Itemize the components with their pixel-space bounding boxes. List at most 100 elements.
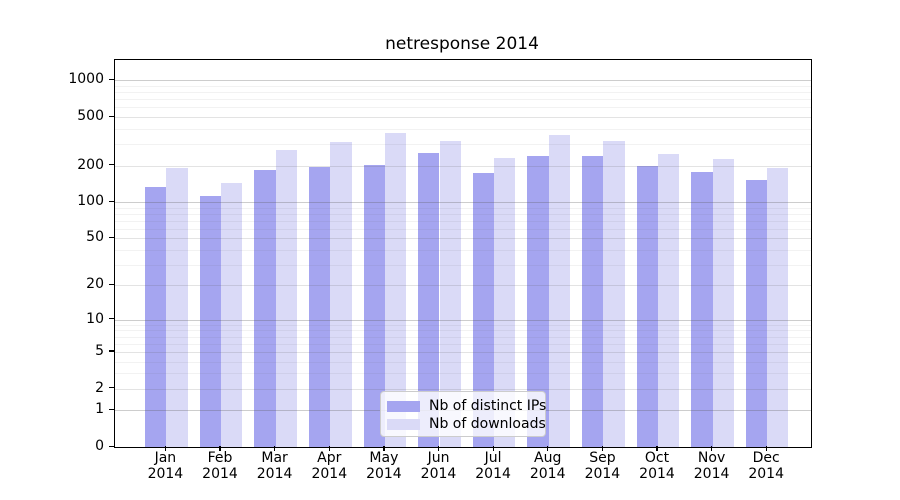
bar-jan-distinct-ips [145,186,167,447]
y-tick-label-100: 100 [77,193,104,210]
y-gridline-7 [115,336,811,338]
bar-oct-downloads [658,153,680,447]
y-tick-label-10: 10 [86,310,104,327]
x-tick-label-apr: Apr 2014 [311,450,348,482]
bar-jan-downloads [166,167,188,447]
y-tick-label-1000: 1000 [68,71,104,88]
y-tick-label-50: 50 [86,229,104,246]
bar-jul-distinct-ips [472,172,495,447]
x-tick-mark-mar [274,446,276,452]
x-tick-mark-sep [601,446,604,452]
y-gridline-60 [115,228,811,230]
y-tick-mark-2 [109,387,114,389]
bar-sep-distinct-ips [582,156,604,447]
y-gridline-900 [115,85,811,87]
x-tick-label-dec: Dec 2014 [748,450,784,482]
plot-area [114,59,812,448]
y-tick-mark-1000 [109,78,114,81]
x-tick-mark-apr [328,446,330,452]
y-tick-label-20: 20 [86,276,104,293]
x-tick-label-may: May 2014 [366,450,402,482]
bar-jul-downloads [494,157,516,447]
bar-sep-downloads [603,140,625,447]
y-tick-label-2: 2 [95,379,104,396]
y-tick-mark-10 [109,318,114,320]
legend-label-distinct-ips: Nb of distinct IPs [429,398,547,414]
x-tick-mark-feb [219,446,221,452]
bar-nov-distinct-ips [691,172,713,447]
x-tick-label-nov: Nov 2014 [693,450,730,482]
y-tick-mark-5 [109,350,114,352]
bar-dec-distinct-ips [745,180,768,447]
x-tick-label-mar: Mar 2014 [256,450,293,482]
x-tick-mark-oct [656,446,658,452]
x-tick-label-sep: Sep 2014 [584,450,621,482]
y-tick-mark-0 [109,445,114,447]
bar-jun-downloads [439,140,461,447]
y-tick-mark-200 [109,164,114,166]
legend-label-downloads: Nb of downloads [429,416,546,432]
chart-title: netresponse 2014 [385,34,539,54]
x-tick-mark-nov [711,446,713,452]
bar-jun-distinct-ips [418,152,440,447]
y-gridline-3 [115,373,811,375]
y-tick-label-200: 200 [77,156,104,173]
y-gridline-600 [115,107,811,109]
y-gridline-50 [115,238,811,240]
y-gridline-8 [115,330,811,332]
y-tick-label-0: 0 [95,438,104,454]
x-tick-mark-aug [547,446,549,452]
bar-apr-downloads [330,142,352,447]
y-gridline-2 [115,388,811,390]
y-gridline-20 [115,285,811,287]
bar-feb-downloads [221,182,243,447]
x-tick-mark-jan [164,446,167,452]
bar-oct-distinct-ips [636,165,658,447]
y-gridline-200 [115,165,811,167]
x-tick-label-feb: Feb 2014 [202,450,238,482]
y-gridline-100 [115,202,811,204]
y-gridline-9 [115,324,811,326]
bar-may-distinct-ips [363,164,385,447]
y-gridline-300 [115,144,811,146]
bar-nov-downloads [712,158,734,447]
y-gridline-800 [115,92,811,94]
y-tick-mark-1 [109,408,114,410]
bar-feb-distinct-ips [199,195,221,447]
x-tick-mark-dec [765,446,767,452]
y-tick-mark-500 [109,115,114,117]
y-tick-mark-100 [109,200,114,202]
x-tick-label-oct: Oct 2014 [639,450,675,482]
y-gridline-40 [115,249,811,251]
bar-may-downloads [384,133,407,447]
bar-aug-distinct-ips [527,155,549,447]
x-tick-mark-jun [437,446,440,452]
y-gridline-5 [115,351,811,353]
bar-aug-downloads [548,135,570,447]
y-gridline-10 [115,319,811,321]
y-tick-mark-20 [109,283,114,286]
y-gridline-6 [115,343,811,345]
legend-swatch-distinct-ips [387,400,420,412]
y-tick-label-1: 1 [95,401,104,418]
y-gridline-1000 [115,80,811,82]
y-gridline-70 [115,220,811,222]
bar-mar-downloads [275,149,297,447]
legend: Nb of distinct IPs Nb of downloads [380,391,546,437]
legend-item-downloads: Nb of downloads [387,415,546,433]
y-gridline-700 [115,99,811,101]
bar-mar-distinct-ips [254,170,276,447]
x-tick-label-jul: Jul 2014 [475,450,511,482]
y-gridline-500 [115,117,811,119]
x-tick-label-aug: Aug 2014 [529,450,566,482]
legend-item-distinct-ips: Nb of distinct IPs [387,397,546,415]
y-tick-label-500: 500 [77,108,104,125]
y-gridline-90 [115,207,811,209]
x-tick-mark-may [383,446,385,452]
y-gridline-4 [115,361,811,363]
x-tick-label-jun: Jun 2014 [420,450,457,482]
y-gridline-80 [115,213,811,215]
bar-apr-distinct-ips [309,167,331,447]
bar-dec-downloads [767,168,789,447]
